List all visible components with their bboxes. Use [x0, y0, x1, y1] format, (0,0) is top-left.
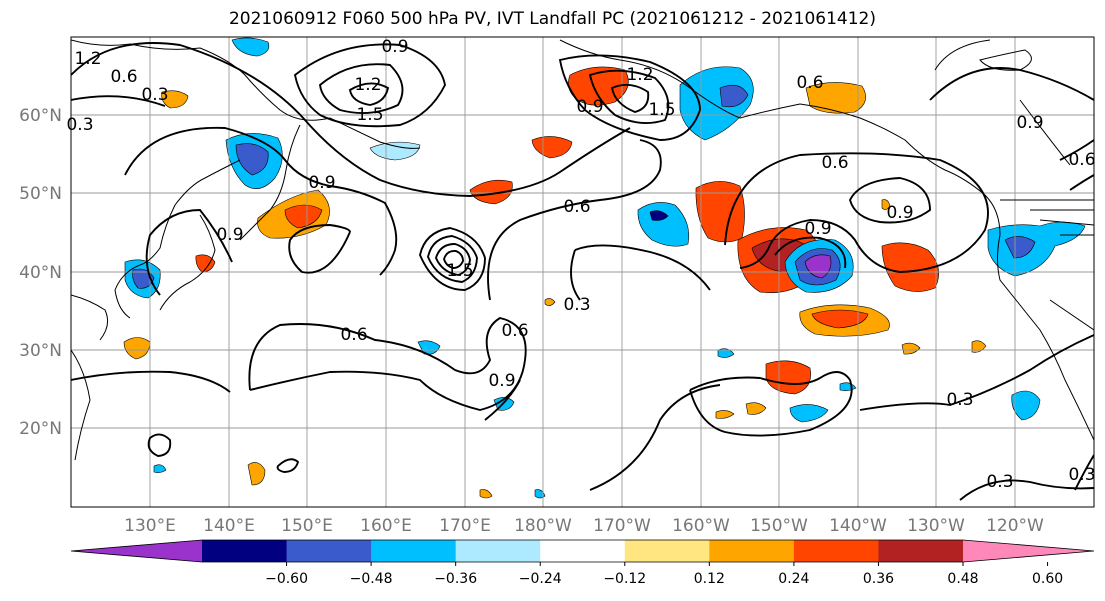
- lon-label: 160°W: [672, 516, 730, 536]
- contour-label: 0.3: [141, 85, 168, 105]
- colorbar-tick-label: −0.24: [519, 571, 562, 587]
- pc-shading: [123, 37, 1086, 499]
- colorbar-segment: [709, 540, 795, 562]
- contour-label: 0.6: [821, 153, 848, 173]
- colorbar-tick-label: 0.12: [694, 571, 725, 587]
- lon-label: 170°W: [593, 516, 651, 536]
- colorbar-tick-label: 0.48: [947, 571, 978, 587]
- latitude-labels: 60°N 50°N 40°N 30°N 20°N: [19, 106, 62, 439]
- colorbar-segment: [878, 540, 964, 562]
- colorbar-segment: [540, 540, 626, 562]
- graticule: [71, 37, 1094, 507]
- lon-label: 130°E: [124, 516, 176, 536]
- contour-label: 0.9: [1016, 113, 1043, 133]
- lon-label: 140°W: [829, 516, 887, 536]
- lat-label: 40°N: [19, 263, 62, 283]
- contour-label: 1.5: [356, 105, 383, 125]
- map-title: 2021060912 F060 500 hPa PV, IVT Landfall…: [228, 9, 876, 29]
- map-frame: [70, 36, 1095, 508]
- contour-label: 0.6: [340, 325, 367, 345]
- contour-label: 1.2: [626, 65, 653, 85]
- colorbar-tick-label: 0.36: [863, 571, 894, 587]
- colorbar-extension-low: [71, 540, 202, 562]
- contour-label: 0.9: [308, 173, 335, 193]
- colorbar-segment: [793, 540, 879, 562]
- contour-label: 1.5: [446, 261, 473, 281]
- colorbar-segment: [202, 540, 288, 562]
- contour-label: 0.3: [1068, 465, 1095, 485]
- colorbar-segment: [371, 540, 457, 562]
- contour-label: 0.9: [886, 203, 913, 223]
- contour-label: 0.6: [563, 197, 590, 217]
- contour-label: 0.3: [946, 390, 973, 410]
- lon-label: 140°E: [203, 516, 255, 536]
- contour-label: 1.5: [648, 100, 675, 120]
- colorbar-segment: [624, 540, 710, 562]
- colorbar-outline: [70, 539, 1095, 563]
- lon-label: 130°W: [907, 516, 965, 536]
- contour-label: 1.2: [74, 49, 101, 69]
- contour-label: 1.2: [354, 75, 381, 95]
- contour-label: 0.6: [1068, 150, 1095, 170]
- colorbar-tick-label: 0.60: [1032, 571, 1063, 587]
- contour-label: 0.3: [66, 115, 93, 135]
- lat-label: 30°N: [19, 341, 62, 361]
- colorbar-tick-label: −0.60: [265, 571, 308, 587]
- lon-label: 160°E: [360, 516, 412, 536]
- colorbar-segment: [455, 540, 541, 562]
- contour-label: 0.6: [110, 67, 137, 87]
- contour-label: 0.6: [501, 321, 528, 341]
- contour-label: 0.3: [986, 472, 1013, 492]
- map-panel: [71, 37, 1094, 507]
- contour-label: 0.9: [804, 219, 831, 239]
- longitude-labels: 130°E 140°E 150°E 160°E 170°E 180°W 170°…: [124, 516, 1044, 536]
- lon-label: 180°W: [514, 516, 572, 536]
- colorbar-tick-label: 0.24: [778, 571, 809, 587]
- lon-label: 120°W: [986, 516, 1044, 536]
- coastlines: [71, 39, 1094, 461]
- colorbar: −0.60 −0.48 −0.36 −0.24 −0.12 0.12 0.24 0.36 0.4…: [70, 539, 1095, 587]
- colorbar-segment: [286, 540, 372, 562]
- lon-label: 150°E: [281, 516, 333, 536]
- colorbar-extension-high: [963, 540, 1094, 562]
- lat-label: 20°N: [19, 419, 62, 439]
- pv-contours: [71, 42, 1094, 501]
- contour-labels: 1.2 0.6 0.3 0.9 1.2 1.5 0.9 1.2 1.5 0.6 …: [66, 37, 1095, 492]
- colorbar-tick-label: −0.36: [434, 571, 477, 587]
- contour-label: 0.9: [381, 37, 408, 57]
- contour-label: 0.6: [796, 73, 823, 93]
- contour-label: 0.3: [563, 295, 590, 315]
- contour-label: 0.9: [576, 97, 603, 117]
- lon-label: 150°W: [750, 516, 808, 536]
- lat-label: 50°N: [19, 184, 62, 204]
- lon-label: 170°E: [439, 516, 491, 536]
- contour-label: 0.9: [216, 225, 243, 245]
- colorbar-tick-label: −0.48: [350, 571, 393, 587]
- lat-label: 60°N: [19, 106, 62, 126]
- contour-label: 0.9: [488, 371, 515, 391]
- colorbar-tick-label: −0.12: [603, 571, 646, 587]
